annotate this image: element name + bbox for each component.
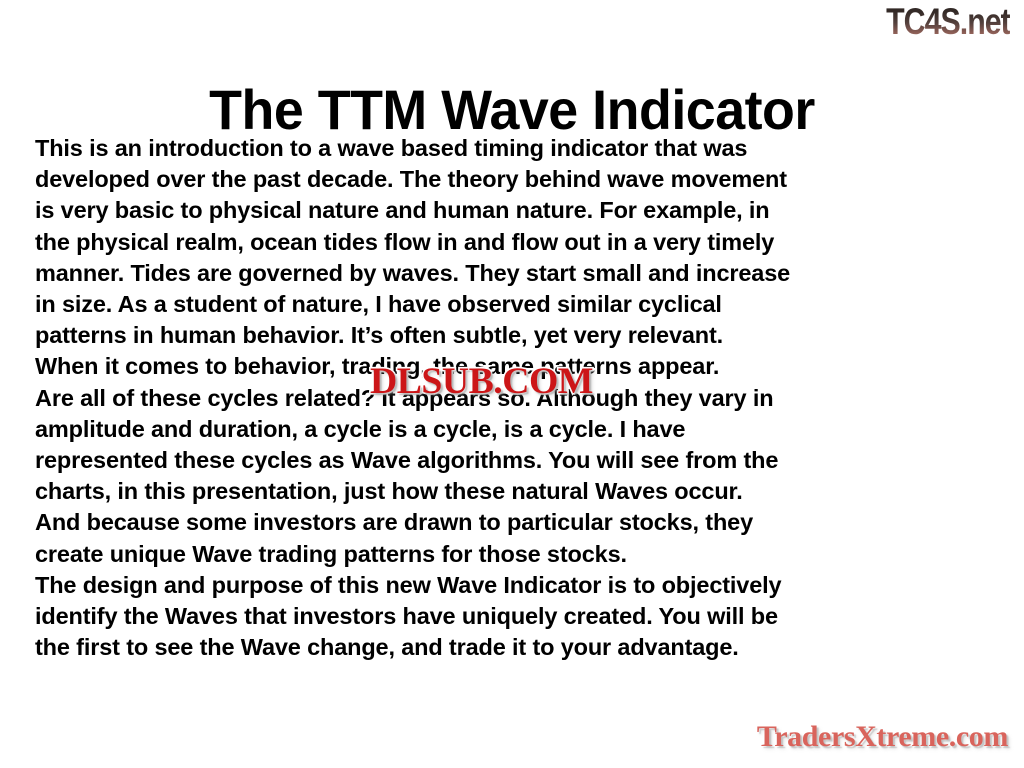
paragraph-purpose: The design and purpose of this new Wave … xyxy=(35,570,995,664)
body-line: the first to see the Wave change, and tr… xyxy=(35,634,739,661)
slide-body-text: This is an introduction to a wave based … xyxy=(35,133,995,663)
brand-logo-tradersxtreme: TradersXtreme.com xyxy=(756,719,1010,755)
body-line: The design and purpose of this new Wave … xyxy=(35,571,782,598)
body-line: patterns in human behavior. It’s often s… xyxy=(35,322,724,349)
body-line: developed over the past decade. The theo… xyxy=(35,166,787,193)
body-line: amplitude and duration, a cycle is a cyc… xyxy=(35,415,686,442)
body-line: identify the Waves that investors have u… xyxy=(35,603,778,630)
body-line: When it comes to behavior, trading, the … xyxy=(35,353,720,380)
body-line: And because some investors are drawn to … xyxy=(35,509,753,536)
body-line: charts, in this presentation, just how t… xyxy=(35,478,743,505)
body-line: in size. As a student of nature, I have … xyxy=(35,291,722,318)
brand-logo-tc4s: TC4S.net xyxy=(886,1,1011,42)
body-line: is very basic to physical nature and hum… xyxy=(35,197,770,224)
body-line: the physical realm, ocean tides flow in … xyxy=(35,228,775,255)
body-line: This is an introduction to a wave based … xyxy=(35,135,748,161)
paragraph-intro: This is an introduction to a wave based … xyxy=(35,133,995,570)
body-line: represented these cycles as Wave algorit… xyxy=(35,447,779,474)
page-title: The TTM Wave Indicator xyxy=(209,77,815,141)
body-line: manner. Tides are governed by waves. The… xyxy=(35,259,791,286)
watermark-dlsub: DLSUB.COM xyxy=(368,361,595,402)
body-line: Are all of these cycles related? It appe… xyxy=(35,384,774,411)
body-line: create unique Wave trading patterns for … xyxy=(35,540,627,567)
